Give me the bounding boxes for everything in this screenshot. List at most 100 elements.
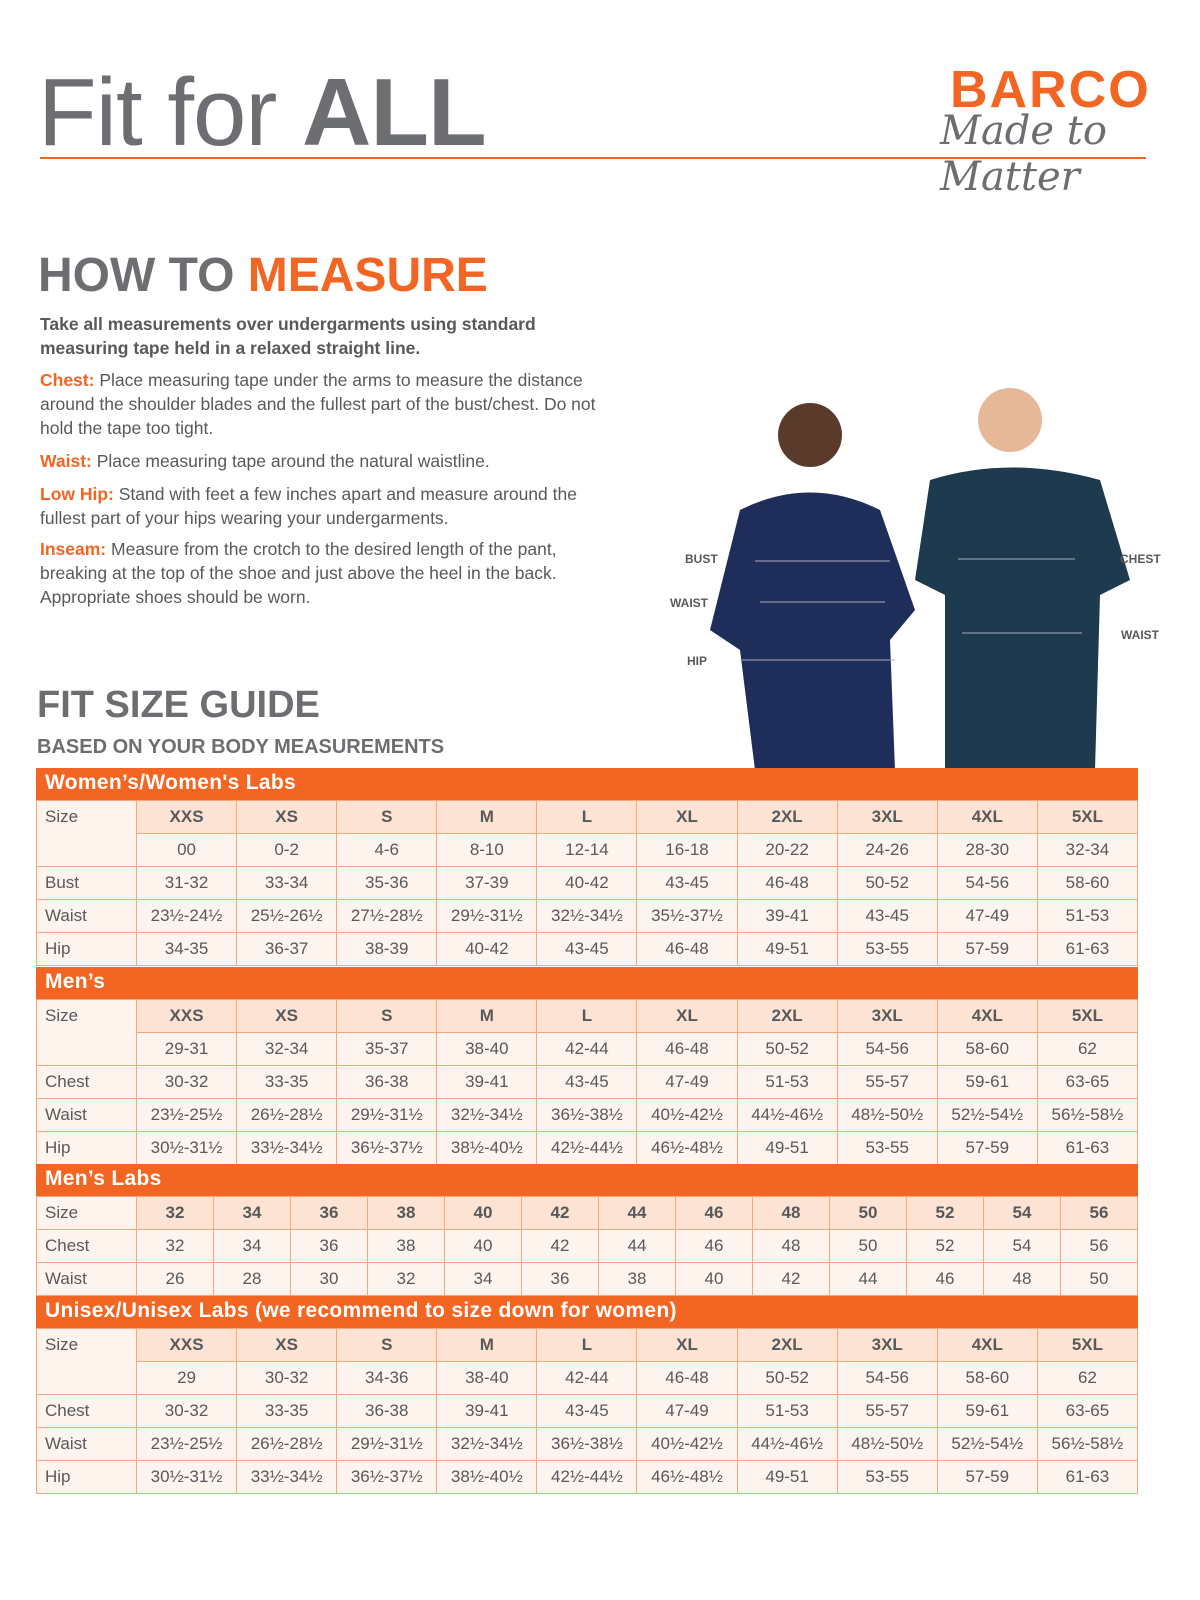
measure-text: Stand with feet a few inches apart and m…	[40, 484, 577, 528]
table-cell: M	[436, 999, 538, 1033]
measure-text: Place measuring tape under the arms to m…	[40, 370, 596, 438]
table-cell: 24-26	[836, 833, 938, 867]
table-row: Waist 23½-24½ 25½-26½ 27½-28½ 29½-31½ 32½-34½…	[36, 899, 1139, 933]
table-cell: M	[436, 1328, 538, 1362]
table-row: Chest 30-32 33-35 36-38 39-41 43-45 47-49 51-53…	[36, 1065, 1139, 1099]
table-row: Size XXS XS S M L XL 2XL 3XL 4XL 5XL	[36, 999, 1139, 1066]
table-cell: 29½-31½	[336, 1427, 438, 1461]
table-cell: 4-6	[336, 833, 438, 867]
table-cell: 31-32	[135, 866, 238, 900]
table-row: Waist 23½-25½ 26½-28½ 29½-31½ 32½-34½ 36½-38½…	[36, 1427, 1139, 1461]
size-table: Unisex/Unisex Labs (we recommend to size…	[36, 1296, 1139, 1494]
table-cell: 44	[598, 1229, 676, 1263]
table-cell: 56	[1060, 1229, 1138, 1263]
table-cell: 40½-42½	[636, 1427, 738, 1461]
table-cell: XS	[236, 800, 338, 834]
table-cell: 54	[983, 1229, 1061, 1263]
table-cell: 4XL	[936, 800, 1038, 834]
table-cell: 43-45	[836, 899, 938, 933]
table-title: Women’s/Women's Labs	[36, 768, 1138, 800]
table-title: Men’s	[36, 967, 1138, 999]
table-cell: 44½-46½	[736, 1098, 838, 1132]
header-divider	[40, 157, 1146, 159]
size-table: Men’s Labs Size 32 34 36 38 40 42 44 46 48 50 52 54 56…	[36, 1164, 1138, 1296]
table-cell: 36	[521, 1262, 599, 1296]
table-cell: 36-38	[336, 1394, 438, 1428]
table-cell: 50	[829, 1196, 907, 1230]
table-cell: 34-35	[135, 932, 238, 966]
table-cell: 44½-46½	[736, 1427, 838, 1461]
table-cell: M	[436, 800, 538, 834]
table-cell: 36½-37½	[336, 1131, 438, 1165]
table-cell: 59-61	[936, 1394, 1038, 1428]
table-cell: 52	[906, 1229, 984, 1263]
table-cell: 30½-31½	[135, 1460, 238, 1494]
table-cell: 52½-54½	[936, 1427, 1038, 1461]
table-cell: XXS	[135, 800, 238, 834]
table-row: Size 32 34 36 38 40 42 44 46 48 50 52 54 56	[36, 1196, 1138, 1230]
table-cell: 46	[906, 1262, 984, 1296]
table-cell: 34	[444, 1262, 522, 1296]
table-cell: 42-44	[536, 1361, 638, 1395]
man-scrubs	[915, 467, 1130, 770]
measure-text: Measure from the crotch to the desired l…	[40, 539, 557, 607]
table-cell: S	[336, 800, 438, 834]
table-cell: 0-2	[236, 833, 338, 867]
table-row: Bust 31-32 33-34 35-36 37-39 40-42 43-45 46-48 5…	[36, 866, 1139, 900]
table-cell: 49-51	[736, 932, 838, 966]
row-label: Bust	[36, 866, 137, 900]
table-cell: 56	[1060, 1196, 1138, 1230]
table-cell: 12-14	[536, 833, 638, 867]
table-row: Hip 30½-31½ 33½-34½ 36½-37½ 38½-40½ 42½-44½ 46…	[36, 1460, 1139, 1494]
table-cell: 48½-50½	[836, 1427, 938, 1461]
chest-label: CHEST	[1120, 552, 1161, 566]
table-cell: 53-55	[836, 932, 938, 966]
fit-size-guide-heading: FIT SIZE GUIDE	[37, 684, 320, 726]
table-cell: 54	[983, 1196, 1061, 1230]
table-cell: 33-35	[236, 1394, 338, 1428]
table-row: 00 0-2 4-6 8-10 12-14 16-18 20-22 24-26 28-30 32-…	[37, 833, 1139, 867]
table-cell: 30-32	[135, 1394, 238, 1428]
row-label: Hip	[36, 932, 137, 966]
table-cell: XL	[636, 1328, 738, 1362]
table-cell: 8-10	[436, 833, 538, 867]
table-cell: 42	[521, 1196, 599, 1230]
brand-tagline: Made to Matter	[940, 108, 1107, 200]
table-cell: 26½-28½	[236, 1427, 338, 1461]
table-row: Chest 32 34 36 38 40 42 44 46 48 50 52 54 56	[36, 1229, 1138, 1263]
table-cell: 43-45	[636, 866, 738, 900]
table-cell: 4XL	[936, 1328, 1038, 1362]
fit-size-guide-subtitle: BASED ON YOUR BODY MEASUREMENTS	[37, 736, 445, 758]
table-cell: 50-52	[736, 1361, 838, 1395]
table-row: 29-31 32-34 35-37 38-40 42-44 46-48 50-52 54-56…	[37, 1032, 1139, 1066]
table-cell: 53-55	[836, 1460, 938, 1494]
table-cell: 2XL	[736, 800, 838, 834]
table-cell: 3XL	[836, 1328, 938, 1362]
table-cell: 44	[598, 1196, 676, 1230]
table-cell: 29-31	[135, 1032, 238, 1066]
measure-item: Chest: Place measuring tape under the ar…	[40, 368, 620, 440]
table-cell: 51-53	[736, 1065, 838, 1099]
table-cell: 36-37	[236, 932, 338, 966]
table-cell: 42	[752, 1262, 830, 1296]
table-cell: 42-44	[536, 1032, 638, 1066]
table-cell: 57-59	[936, 1131, 1038, 1165]
table-cell: 28-30	[936, 833, 1038, 867]
table-cell: 38	[367, 1229, 445, 1263]
table-cell: 46	[675, 1229, 753, 1263]
table-cell: 56½-58½	[1036, 1427, 1139, 1461]
table-cell: 32-34	[236, 1032, 338, 1066]
table-cell: 25½-26½	[236, 899, 338, 933]
table-cell: 58-60	[1036, 866, 1139, 900]
table-cell: 47-49	[636, 1065, 738, 1099]
table-cell: 55-57	[836, 1394, 938, 1428]
row-label: Chest	[36, 1394, 137, 1428]
table-cell: 4XL	[936, 999, 1038, 1033]
table-cell: 52	[906, 1196, 984, 1230]
table-cell: 38	[367, 1196, 445, 1230]
table-cell: 42½-44½	[536, 1460, 638, 1494]
table-cell: 54-56	[836, 1032, 938, 1066]
table-cell: 38-40	[436, 1032, 538, 1066]
table-cell: 58-60	[936, 1032, 1038, 1066]
table-cell: 49-51	[736, 1460, 838, 1494]
